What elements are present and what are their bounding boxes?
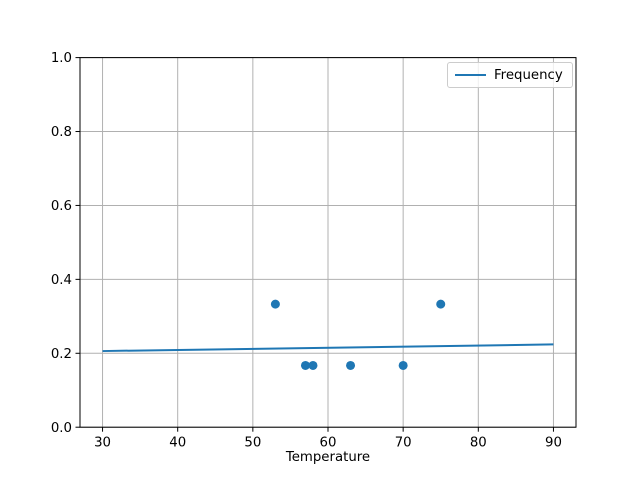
frequency-line xyxy=(102,343,554,353)
x-tick-label: 80 xyxy=(470,436,487,451)
x-tick-label: 60 xyxy=(320,436,337,451)
y-tick-label: 0.0 xyxy=(51,421,72,436)
x-tick-label: 40 xyxy=(169,436,186,451)
data-point xyxy=(270,299,280,309)
y-tick-label: 1.0 xyxy=(51,51,72,66)
y-tick-label: 0.4 xyxy=(51,273,72,288)
y-tick-label: 0.8 xyxy=(51,125,72,140)
x-tick-label: 50 xyxy=(244,436,261,451)
x-tick-label: 70 xyxy=(395,436,412,451)
legend-line-sample xyxy=(455,74,486,76)
legend-label: Frequency xyxy=(494,67,563,83)
data-point xyxy=(308,360,318,370)
legend: Frequency xyxy=(447,62,573,88)
data-point xyxy=(398,360,408,370)
data-point xyxy=(436,299,446,309)
x-tick-label: 90 xyxy=(545,436,562,451)
y-tick-label: 0.2 xyxy=(51,347,72,362)
data-point xyxy=(300,360,310,370)
x-tick-label: 30 xyxy=(94,436,111,451)
x-axis-label: Temperature xyxy=(285,450,371,465)
data-point xyxy=(346,360,356,370)
y-tick-label: 0.6 xyxy=(51,199,72,214)
